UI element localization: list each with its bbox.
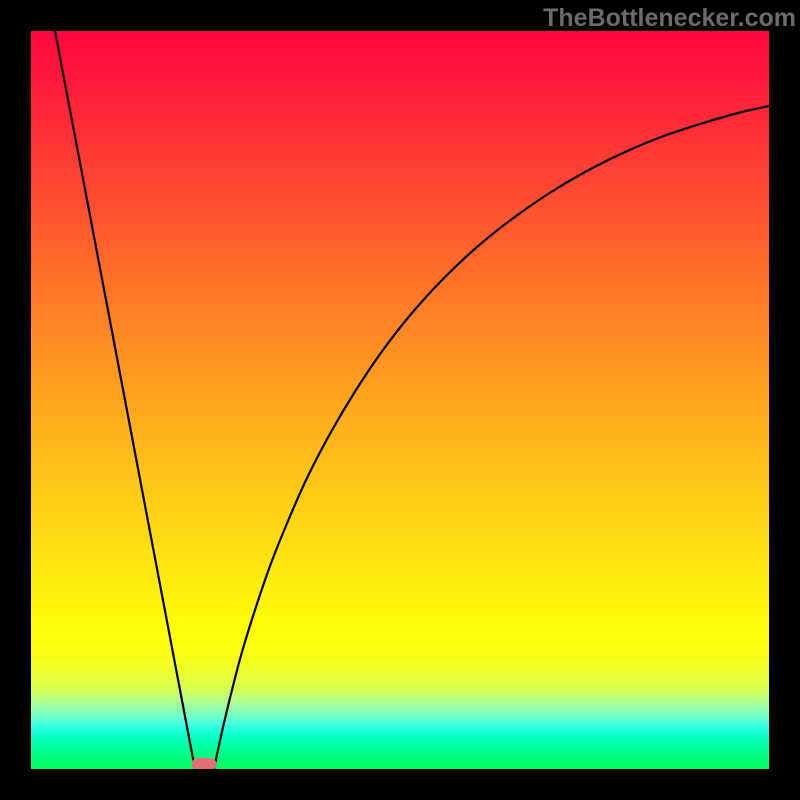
chart-svg <box>0 0 800 800</box>
optimal-point-marker <box>192 758 217 770</box>
watermark-text: TheBottlenecker.com <box>543 4 796 33</box>
gradient-background <box>31 31 769 769</box>
